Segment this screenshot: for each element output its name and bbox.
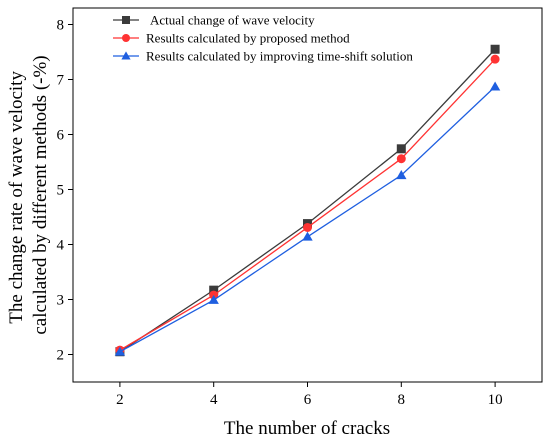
data-point	[396, 154, 406, 164]
plot-frame	[72, 7, 543, 383]
y-tick-label: 6	[57, 128, 65, 144]
data-point	[396, 144, 406, 154]
series-3	[114, 81, 501, 356]
x-axis-label: The number of cracks	[224, 418, 390, 439]
y-tick-label: 4	[57, 238, 65, 254]
x-tick-label: 4	[210, 392, 218, 408]
x-tick-label: 6	[304, 392, 312, 408]
x-tick-label: 10	[488, 392, 503, 408]
y-axis-label: The change rate of wave velocity calcula…	[6, 55, 51, 334]
legend: Actual change of wave velocity Results ca…	[113, 13, 413, 64]
x-tick-label: 2	[116, 392, 124, 408]
legend-item: Results calculated by improving time-shi…	[113, 49, 413, 64]
y-tick-label: 7	[57, 73, 65, 89]
y-axis-label-line-1: The change rate of wave velocity	[6, 71, 27, 324]
data-point	[208, 294, 219, 304]
y-tick-label: 8	[57, 18, 65, 34]
legend-marker	[122, 16, 130, 24]
legend-marker	[121, 51, 131, 60]
legend-label: Results calculated by improving time-shi…	[146, 49, 413, 64]
legend-item: Results calculated by proposed method	[113, 31, 350, 46]
series-2	[115, 54, 500, 355]
data-point	[303, 222, 312, 232]
series-line	[119, 58, 496, 351]
series-line	[119, 48, 496, 353]
legend-marker	[122, 34, 130, 42]
data-point	[490, 54, 500, 64]
legend-label: Actual change of wave velocity	[150, 13, 315, 28]
y-axis-label-line-2: calculated by different methods (-%)	[30, 55, 51, 334]
series-layer	[114, 44, 501, 357]
data-point	[302, 231, 313, 241]
data-point	[396, 170, 407, 180]
series-1	[115, 44, 500, 357]
data-point	[489, 81, 501, 91]
y-axis-ticks: 2 3 4 5 6 7 8	[57, 18, 73, 364]
data-point	[114, 346, 126, 356]
data-point	[209, 285, 219, 295]
data-point	[490, 44, 500, 54]
y-tick-label: 5	[57, 183, 65, 199]
y-tick-label: 2	[57, 348, 65, 364]
legend-label: Results calculated by proposed method	[146, 31, 350, 46]
y-tick-label: 3	[57, 293, 65, 309]
x-axis-ticks: 2 4 6 8 10	[116, 382, 503, 408]
x-tick-label: 8	[398, 392, 406, 408]
legend-item: Actual change of wave velocity	[113, 13, 315, 28]
